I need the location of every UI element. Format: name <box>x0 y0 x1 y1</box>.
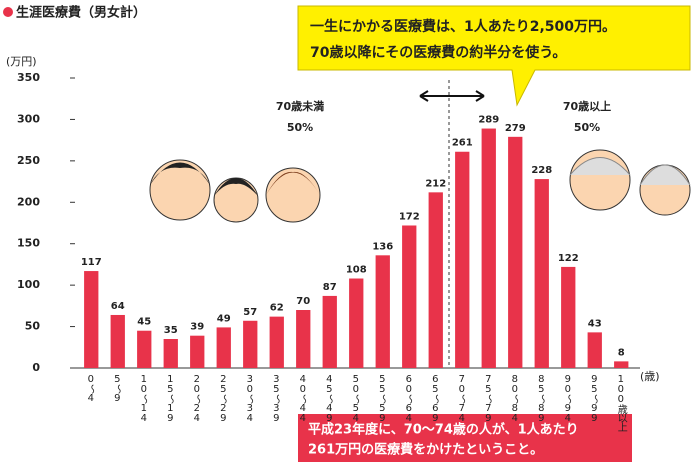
y-tick-label: 100 <box>17 278 40 291</box>
value-label: 35 <box>164 325 178 336</box>
bar <box>323 296 337 368</box>
y-tick-label: 150 <box>17 237 40 250</box>
x-tick-label: 5〜9 <box>112 374 123 403</box>
bar <box>190 336 204 368</box>
y-axis-label: (万円) <box>6 55 37 68</box>
x-tick-label: 45〜49 <box>324 374 335 423</box>
x-tick-label: 55〜59 <box>377 374 388 423</box>
y-tick-label: 250 <box>17 154 40 167</box>
x-tick-label: 0〜4 <box>85 374 96 403</box>
x-tick-label: 50〜54 <box>350 374 361 423</box>
chart-title: 生涯医療費（男女計） <box>16 5 146 21</box>
x-tick-label: 40〜44 <box>297 374 308 423</box>
callout-line: 一生にかかる医療費は、1人あたり2,500万円。 <box>310 18 616 35</box>
bar <box>561 267 575 368</box>
x-tick-label: 20〜24 <box>191 374 202 423</box>
bar <box>614 361 628 368</box>
x-tick-label: 60〜64 <box>403 374 414 423</box>
bar <box>535 179 549 368</box>
bar <box>455 152 469 368</box>
bar <box>508 137 522 368</box>
chart: 生涯医療費（男女計） (万円) (歳) 一生にかかる医療費は、1人あたり2,50… <box>0 0 695 464</box>
value-label: 62 <box>270 303 284 314</box>
value-label: 289 <box>478 115 499 126</box>
bar <box>376 255 390 368</box>
value-label: 49 <box>217 313 231 324</box>
x-tick-label: 15〜19 <box>165 374 176 423</box>
value-label: 261 <box>452 138 473 149</box>
x-tick-label: 70〜74 <box>456 374 467 423</box>
group-share: 50% <box>574 121 600 134</box>
value-label: 87 <box>323 282 337 293</box>
faces <box>150 150 690 222</box>
y-tick-label: 0 <box>32 361 40 374</box>
value-label: 64 <box>111 301 125 312</box>
bar <box>270 317 284 368</box>
value-label: 45 <box>137 317 151 328</box>
value-label: 136 <box>372 241 393 252</box>
value-label: 228 <box>531 165 552 176</box>
x-axis-label: (歳) <box>640 370 660 383</box>
y-tick-label: 350 <box>17 71 40 84</box>
bar <box>243 321 257 368</box>
value-label: 279 <box>505 123 526 134</box>
x-tick-label: 30〜34 <box>244 374 255 423</box>
value-label: 39 <box>190 322 204 333</box>
value-label: 57 <box>243 307 257 318</box>
x-tick-label: 10〜14 <box>138 374 149 423</box>
bar <box>137 331 151 368</box>
bar <box>84 271 98 368</box>
value-label: 70 <box>296 296 310 307</box>
x-tick-label: 100歳以上 <box>615 374 627 432</box>
x-tick-label: 65〜69 <box>430 374 441 423</box>
note-line: 平成23年度に、70〜74歳の人が、1人あたり <box>308 422 579 438</box>
double-arrow <box>420 91 484 101</box>
value-label: 108 <box>346 265 367 276</box>
bar <box>588 332 602 368</box>
x-tick-label: 80〜84 <box>509 374 520 423</box>
note-line: 261万円の医療費をかけたということ。 <box>308 442 543 458</box>
callout-line: 70歳以降にその医療費の約半分を使う。 <box>310 44 566 61</box>
y-tick-label: 200 <box>17 195 40 208</box>
group-label: 70歳以上 <box>563 99 611 113</box>
value-label: 117 <box>81 257 102 268</box>
x-tick-label: 25〜29 <box>218 374 229 423</box>
bar <box>429 192 443 368</box>
x-tick-label: 95〜99 <box>589 374 600 423</box>
x-tick-label: 35〜39 <box>271 374 282 423</box>
y-tick-label: 50 <box>25 320 41 333</box>
bar <box>402 225 416 368</box>
bar <box>111 315 125 368</box>
y-tick-label: 300 <box>17 112 40 125</box>
bar <box>296 310 310 368</box>
bar <box>349 279 363 368</box>
bar <box>482 129 496 368</box>
group-share: 50% <box>287 121 313 134</box>
x-tick-label: 75〜79 <box>483 374 494 423</box>
bar <box>164 339 178 368</box>
value-label: 122 <box>558 253 579 264</box>
bar <box>217 327 231 368</box>
value-label: 212 <box>425 178 446 189</box>
value-label: 8 <box>618 347 625 358</box>
group-label: 70歳未満 <box>276 99 324 113</box>
title-bullet <box>3 7 13 17</box>
value-label: 43 <box>588 318 602 329</box>
x-tick-label: 90〜94 <box>562 374 573 423</box>
x-tick-label: 85〜89 <box>536 374 547 423</box>
value-label: 172 <box>399 211 420 222</box>
